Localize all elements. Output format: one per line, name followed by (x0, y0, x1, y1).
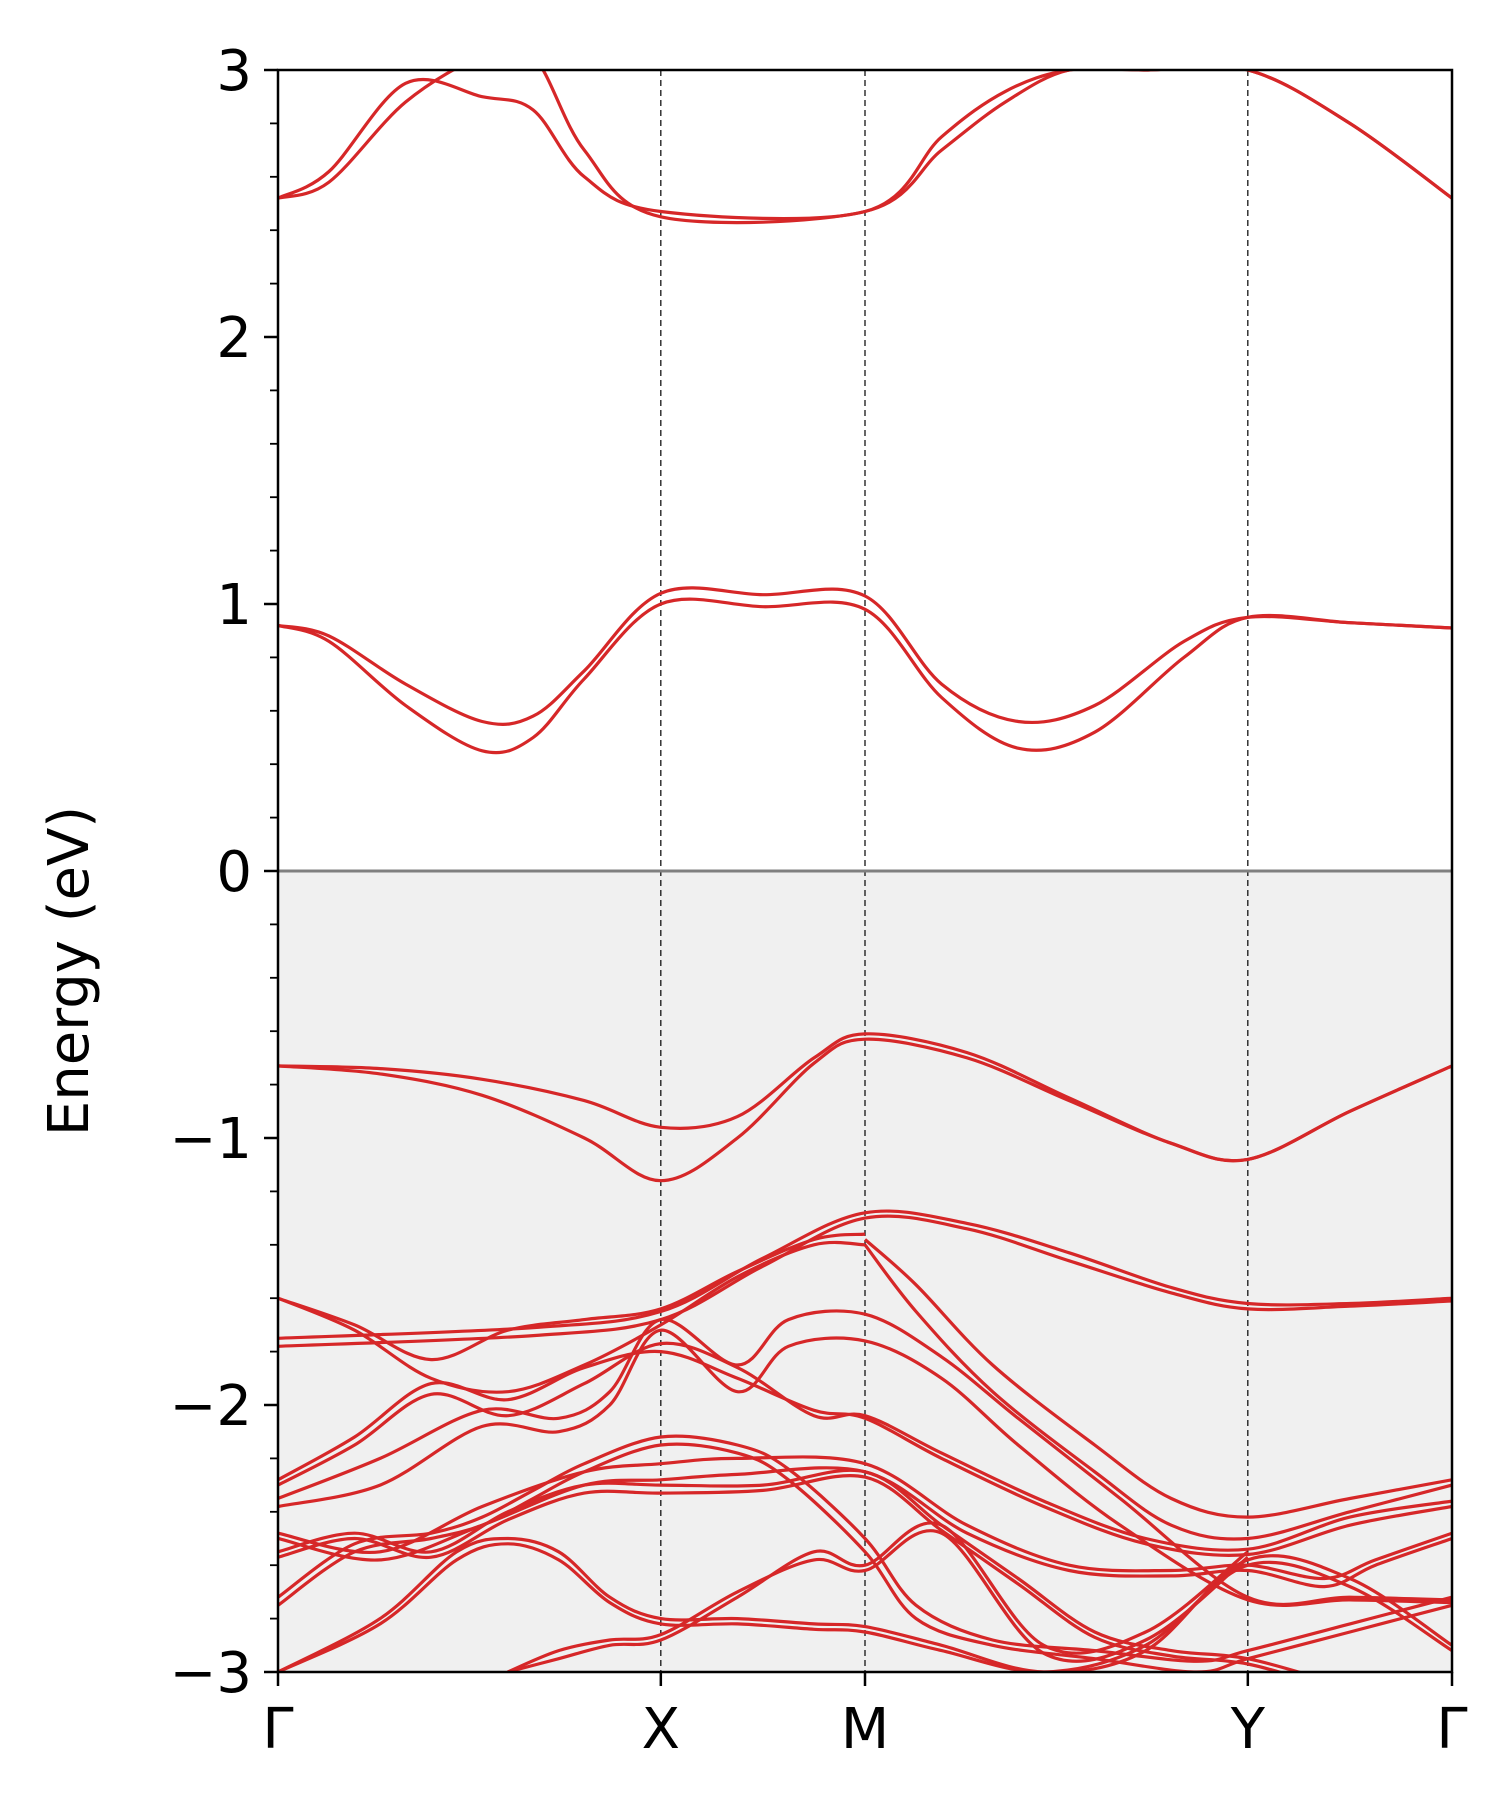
band-line-15 (278, 1328, 1452, 1607)
y-tick-label: 0 (216, 840, 252, 905)
band-line-2 (278, 597, 1452, 755)
y-tick-label: −3 (169, 1641, 252, 1706)
band-line-18 (278, 1442, 1452, 1672)
band-line-13 (278, 1341, 1452, 1552)
y-axis-label: Energy (eV) (37, 806, 102, 1136)
band-line-14 (278, 1309, 1452, 1606)
y-tick-label: 3 (216, 39, 252, 104)
y-tick-label: −2 (169, 1374, 252, 1439)
x-tick-label: Γ (262, 1697, 293, 1762)
band-line-16 (278, 1455, 1452, 1581)
x-tick-label: M (841, 1697, 889, 1762)
band-line-10 (863, 1238, 1452, 1519)
band-line-3 (278, 586, 1452, 726)
band-line-8 (278, 1232, 866, 1362)
band-line-9 (278, 1240, 866, 1394)
x-tick-label: Γ (1436, 1697, 1467, 1762)
x-tick-label: Y (1230, 1697, 1266, 1762)
band-line-7 (278, 1214, 1452, 1348)
y-tick-label: 1 (216, 573, 252, 638)
band-line-12 (278, 1349, 1452, 1557)
band-line-21 (278, 1542, 1452, 1672)
band-line-1 (278, 70, 1452, 225)
band-line-19 (278, 1434, 1452, 1663)
band-line-6 (278, 1209, 1452, 1340)
y-axis-ticks: −3 −2 −1 0 1 2 3 (169, 39, 278, 1706)
band-line-22 (507, 1521, 1249, 1672)
band-line-24 (278, 1468, 1305, 1672)
y-tick-label: 2 (216, 306, 252, 371)
band-line-11 (863, 1243, 1452, 1541)
band-line-5 (278, 1037, 1452, 1183)
x-tick-label: X (642, 1697, 680, 1762)
band-line-23 (507, 1529, 1249, 1672)
y-tick-label: −1 (169, 1107, 252, 1172)
bands (278, 70, 1452, 1672)
band-line-25 (278, 1474, 1285, 1672)
